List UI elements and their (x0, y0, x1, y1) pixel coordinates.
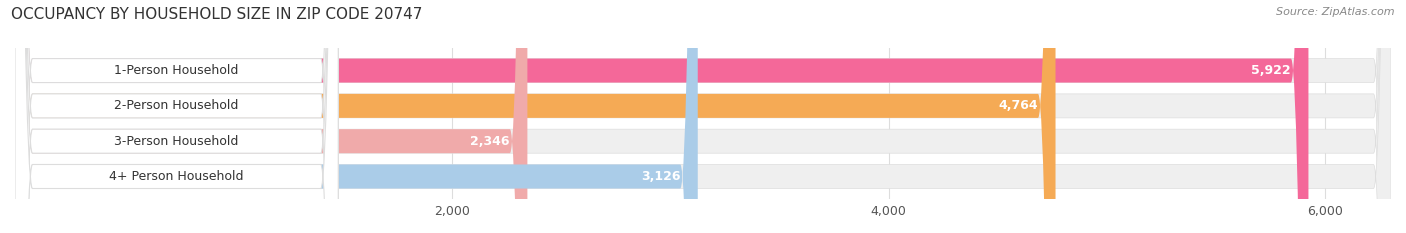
Text: 2,346: 2,346 (471, 135, 510, 148)
FancyBboxPatch shape (15, 0, 339, 233)
Text: 3-Person Household: 3-Person Household (114, 135, 239, 148)
Text: Source: ZipAtlas.com: Source: ZipAtlas.com (1277, 7, 1395, 17)
FancyBboxPatch shape (15, 0, 339, 233)
Text: 5,922: 5,922 (1251, 64, 1291, 77)
FancyBboxPatch shape (15, 0, 697, 233)
Text: OCCUPANCY BY HOUSEHOLD SIZE IN ZIP CODE 20747: OCCUPANCY BY HOUSEHOLD SIZE IN ZIP CODE … (11, 7, 423, 22)
FancyBboxPatch shape (15, 0, 1391, 233)
FancyBboxPatch shape (15, 0, 1309, 233)
Text: 3,126: 3,126 (641, 170, 681, 183)
Text: 1-Person Household: 1-Person Household (114, 64, 239, 77)
FancyBboxPatch shape (15, 0, 339, 233)
FancyBboxPatch shape (15, 0, 1391, 233)
FancyBboxPatch shape (15, 0, 527, 233)
FancyBboxPatch shape (15, 0, 1391, 233)
FancyBboxPatch shape (15, 0, 1391, 233)
Text: 2-Person Household: 2-Person Household (114, 99, 239, 112)
FancyBboxPatch shape (15, 0, 1056, 233)
Text: 4+ Person Household: 4+ Person Household (110, 170, 243, 183)
Text: 4,764: 4,764 (998, 99, 1038, 112)
FancyBboxPatch shape (15, 0, 339, 233)
